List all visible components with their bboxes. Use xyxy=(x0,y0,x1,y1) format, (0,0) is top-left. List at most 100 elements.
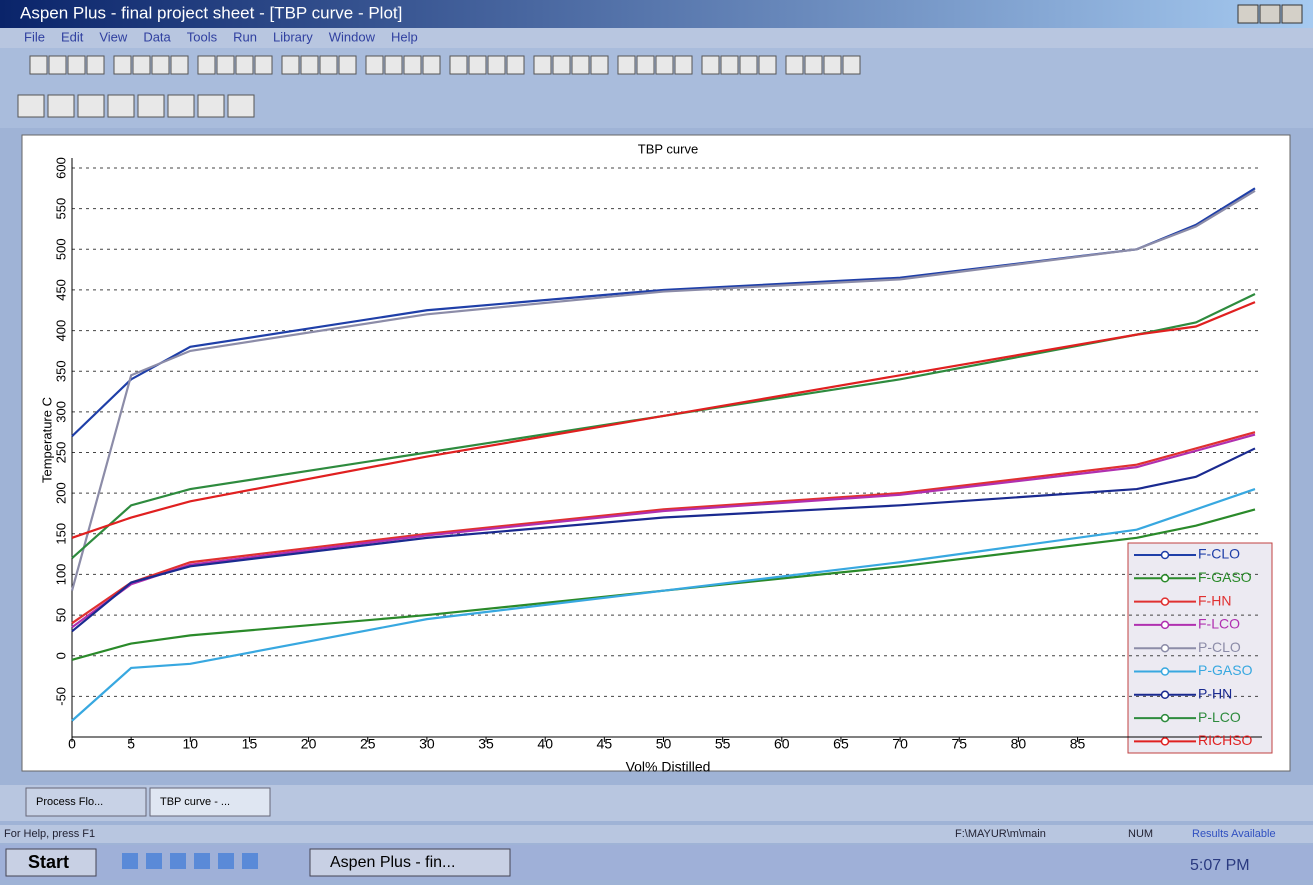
toolbar-button[interactable] xyxy=(675,56,692,74)
x-tick-label: 15 xyxy=(242,736,258,752)
status-text: Results Available xyxy=(1192,828,1276,840)
legend-label: F-HN xyxy=(1198,592,1231,608)
task-label[interactable]: Aspen Plus - fin... xyxy=(330,854,455,871)
screen: Aspen Plus - final project sheet - [TBP … xyxy=(0,0,1313,880)
toolbar-button[interactable] xyxy=(339,56,356,74)
legend-label: P-LCO xyxy=(1198,709,1241,725)
toolbar-button[interactable] xyxy=(168,95,194,117)
toolbar-button[interactable] xyxy=(618,56,635,74)
toolbar-button[interactable] xyxy=(30,56,47,74)
quick-launch-icon[interactable] xyxy=(242,853,258,869)
quick-launch-icon[interactable] xyxy=(194,853,210,869)
legend-marker xyxy=(1162,598,1169,605)
window-button[interactable] xyxy=(1282,5,1302,23)
toolbar-button[interactable] xyxy=(507,56,524,74)
x-tick-label: 40 xyxy=(537,736,553,752)
x-tick-label: 10 xyxy=(183,736,199,752)
toolbar-button[interactable] xyxy=(786,56,803,74)
quick-launch-icon[interactable] xyxy=(122,853,138,869)
window-title: Aspen Plus - final project sheet - [TBP … xyxy=(20,3,402,22)
y-tick-label: 550 xyxy=(53,198,68,220)
window-button[interactable] xyxy=(1238,5,1258,23)
toolbar-button[interactable] xyxy=(282,56,299,74)
x-tick-label: 55 xyxy=(715,736,731,752)
toolbar-button[interactable] xyxy=(138,95,164,117)
toolbar-button[interactable] xyxy=(404,56,421,74)
menu-item[interactable]: Tools xyxy=(187,29,218,44)
menu-item[interactable]: Window xyxy=(329,29,376,44)
toolbar-button[interactable] xyxy=(759,56,776,74)
toolbar-button[interactable] xyxy=(843,56,860,74)
menu-item[interactable]: Library xyxy=(273,29,313,44)
toolbar-button[interactable] xyxy=(637,56,654,74)
toolbar-button[interactable] xyxy=(301,56,318,74)
toolbar-button[interactable] xyxy=(385,56,402,74)
toolbar-button[interactable] xyxy=(133,56,150,74)
toolbar-button[interactable] xyxy=(87,56,104,74)
toolbar-button[interactable] xyxy=(469,56,486,74)
menu-item[interactable]: Help xyxy=(391,29,418,44)
y-tick-label: 50 xyxy=(53,608,68,622)
y-tick-label: 600 xyxy=(53,157,68,179)
x-tick-label: 85 xyxy=(1070,736,1086,752)
quick-launch-icon[interactable] xyxy=(218,853,234,869)
legend-label: P-GASO xyxy=(1198,662,1253,678)
legend-label: F-CLO xyxy=(1198,546,1240,562)
quick-launch-icon[interactable] xyxy=(146,853,162,869)
toolbar-button[interactable] xyxy=(656,56,673,74)
chart-title: TBP curve xyxy=(638,141,698,156)
y-tick-label: 450 xyxy=(53,279,68,301)
window-button[interactable] xyxy=(1260,5,1280,23)
toolbar-button[interactable] xyxy=(423,56,440,74)
x-tick-label: 80 xyxy=(1011,736,1027,752)
toolbar-button[interactable] xyxy=(228,95,254,117)
toolbar-button[interactable] xyxy=(48,95,74,117)
menu-item[interactable]: View xyxy=(99,29,128,44)
toolbar-button[interactable] xyxy=(171,56,188,74)
legend-marker xyxy=(1162,738,1169,745)
toolbar-button[interactable] xyxy=(198,95,224,117)
toolbar-button[interactable] xyxy=(721,56,738,74)
start-label[interactable]: Start xyxy=(28,852,69,872)
toolbar-button[interactable] xyxy=(236,56,253,74)
x-tick-label: 45 xyxy=(597,736,613,752)
toolbar-button[interactable] xyxy=(320,56,337,74)
quick-launch-icon[interactable] xyxy=(170,853,186,869)
toolbar-button[interactable] xyxy=(366,56,383,74)
x-tick-label: 50 xyxy=(656,736,672,752)
tab-label: Process Flo... xyxy=(36,796,103,808)
menu-item[interactable]: Data xyxy=(143,29,171,44)
toolbar-button[interactable] xyxy=(553,56,570,74)
toolbar-button[interactable] xyxy=(740,56,757,74)
toolbar-button[interactable] xyxy=(114,56,131,74)
toolbar-button[interactable] xyxy=(702,56,719,74)
toolbar-button[interactable] xyxy=(805,56,822,74)
toolbar-button[interactable] xyxy=(152,56,169,74)
legend-label: P-CLO xyxy=(1198,639,1241,655)
toolbar-button[interactable] xyxy=(255,56,272,74)
menu-item[interactable]: Run xyxy=(233,29,257,44)
y-tick-label: 500 xyxy=(53,238,68,260)
toolbar-button[interactable] xyxy=(217,56,234,74)
toolbar-button[interactable] xyxy=(450,56,467,74)
x-tick-label: 75 xyxy=(951,736,967,752)
toolbar-button[interactable] xyxy=(108,95,134,117)
toolbar-button[interactable] xyxy=(824,56,841,74)
toolbar-button[interactable] xyxy=(49,56,66,74)
toolbar-button[interactable] xyxy=(591,56,608,74)
legend-label: RICHSO xyxy=(1198,732,1253,748)
toolbar-button[interactable] xyxy=(534,56,551,74)
toolbar-button[interactable] xyxy=(488,56,505,74)
toolbar-button[interactable] xyxy=(78,95,104,117)
toolbar-button[interactable] xyxy=(572,56,589,74)
toolbar-button[interactable] xyxy=(18,95,44,117)
legend-marker xyxy=(1162,645,1169,652)
menu-item[interactable]: File xyxy=(24,29,45,44)
toolbar-button[interactable] xyxy=(198,56,215,74)
legend-label: F-GASO xyxy=(1198,569,1252,585)
x-tick-label: 20 xyxy=(301,736,317,752)
y-tick-label: 400 xyxy=(53,320,68,342)
toolbar-button[interactable] xyxy=(68,56,85,74)
clock: 5:07 PM xyxy=(1190,857,1250,874)
menu-item[interactable]: Edit xyxy=(61,29,84,44)
